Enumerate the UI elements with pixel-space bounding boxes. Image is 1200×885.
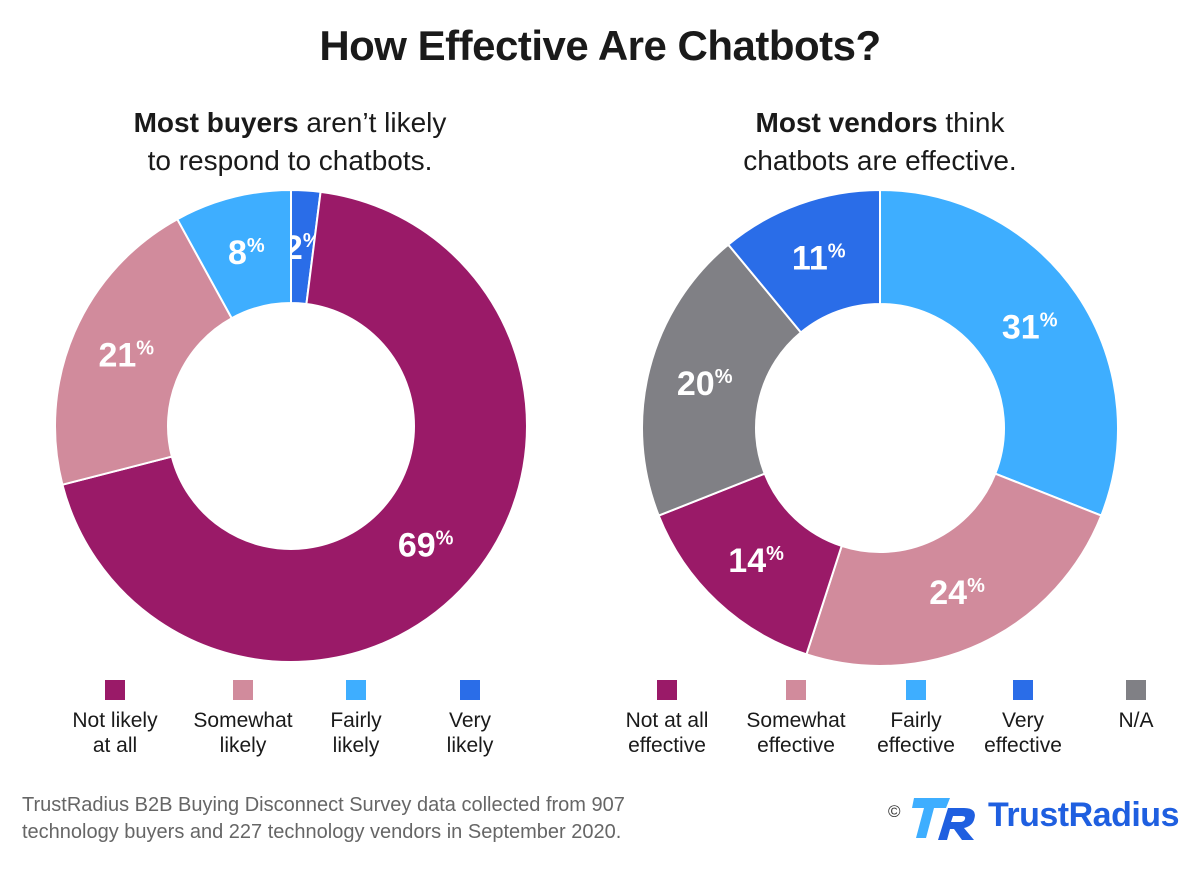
vendors-slice-label-0: 14%: [728, 542, 784, 580]
buyers-legend-item-3: Very likely: [400, 680, 540, 758]
donut-charts: 2%69%21%8%31%24%14%20%11%: [54, 188, 1119, 667]
buyers-slice-label-0: 69%: [398, 527, 454, 565]
vendors-legend-label-1: Somewhat effective: [746, 709, 846, 757]
vendors-slice-4: [641, 243, 803, 517]
vendors-slice-2: [879, 188, 1119, 517]
vendors-legend-swatch-4: [1126, 680, 1146, 700]
vendors-slice-0: [657, 472, 843, 656]
buyers-subtitle: Most buyers aren’t likely to respond to …: [50, 104, 530, 180]
brand-name: TrustRadius: [988, 796, 1179, 834]
vendors-legend-item-3: Very effective: [953, 680, 1093, 758]
buyers-legend-swatch-0: [105, 680, 125, 700]
copyright-symbol: ©: [888, 802, 901, 821]
buyers-legend-label-2: Fairly likely: [330, 709, 382, 757]
vendors-legend-item-1: Somewhat effective: [726, 680, 866, 758]
vendors-subtitle: Most vendors think chatbots are effectiv…: [640, 104, 1120, 180]
vendors-legend-label-4: N/A: [1118, 709, 1154, 732]
vendors-legend-item-2: Fairly effective: [846, 680, 986, 758]
vendors-legend-item-0: Not at all effective: [597, 680, 737, 758]
buyers-subtitle-rest: aren’t likely to respond to chatbots.: [147, 107, 447, 176]
buyers-legend-item-1: Somewhat likely: [173, 680, 313, 758]
buyers-slice-label-2: 8%: [228, 234, 265, 272]
buyers-slice-1: [54, 217, 234, 486]
buyers-legend-label-0: Not likely at all: [72, 709, 158, 757]
vendors-slice-label-1: 24%: [929, 574, 985, 612]
buyers-legend-swatch-1: [233, 680, 253, 700]
vendors-legend-item-4: N/A: [1066, 680, 1200, 733]
chart-title: How Effective Are Chatbots?: [319, 22, 881, 69]
buyers-legend-item-0: Not likely at all: [45, 680, 185, 758]
buyers-legend-label-3: Very likely: [446, 709, 494, 757]
vendors-slice-1: [805, 472, 1103, 667]
vendors-legend-swatch-2: [906, 680, 926, 700]
vendors-legend-swatch-3: [1013, 680, 1033, 700]
vendors-subtitle-bold: Most vendors: [755, 107, 938, 138]
buyers-legend-item-2: Fairly likely: [286, 680, 426, 758]
buyers-slice-2: [175, 188, 292, 320]
buyers-legend-swatch-3: [460, 680, 480, 700]
trustradius-logo-icon: [912, 798, 975, 840]
vendors-legend-label-0: Not at all effective: [625, 709, 709, 757]
buyers-subtitle-bold: Most buyers: [133, 107, 299, 138]
vendors-slice-label-2: 31%: [1002, 308, 1058, 346]
vendors-legend-label-2: Fairly effective: [877, 709, 955, 757]
vendors-slice-3: [726, 188, 881, 334]
vendors-legend-swatch-1: [786, 680, 806, 700]
source-note: TrustRadius B2B Buying Disconnect Survey…: [22, 794, 625, 843]
buyers-legend-swatch-2: [346, 680, 366, 700]
vendors-slice-label-3: 11%: [792, 240, 846, 278]
buyers-slice-label-1: 21%: [98, 337, 154, 375]
vendors-slice-label-4: 20%: [677, 365, 733, 403]
vendors-subtitle-rest: think chatbots are effective.: [743, 107, 1017, 176]
buyers-slice-0: [61, 190, 528, 663]
vendors-legend-swatch-0: [657, 680, 677, 700]
vendors-legend-label-3: Very effective: [984, 709, 1062, 757]
buyers-legend-label-1: Somewhat likely: [193, 709, 293, 757]
